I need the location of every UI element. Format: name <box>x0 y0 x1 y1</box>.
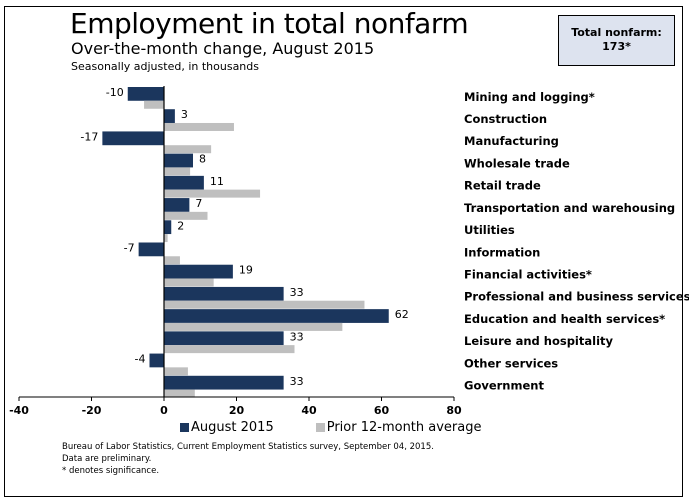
bar-prior <box>164 278 214 287</box>
data-label: 19 <box>239 264 253 277</box>
preliminary-note: Data are preliminary. <box>62 454 152 464</box>
bar-prior <box>164 345 295 354</box>
data-label: 33 <box>290 330 304 343</box>
bar-august <box>164 198 190 212</box>
chart-units-note: Seasonally adjusted, in thousands <box>71 60 259 73</box>
bar-august <box>164 220 172 235</box>
x-tick-label: 40 <box>301 404 317 417</box>
bar-prior <box>144 100 164 109</box>
bar-prior <box>164 211 208 220</box>
bar-prior <box>164 167 191 176</box>
data-label: -17 <box>80 130 98 143</box>
bar-prior <box>164 256 180 265</box>
category-label: Retail trade <box>464 179 541 193</box>
legend-item-prior: Prior 12-month average <box>315 420 482 435</box>
legend-label-prior: Prior 12-month average <box>326 420 482 435</box>
bar-prior <box>164 389 195 398</box>
category-label: Mining and logging* <box>464 90 595 104</box>
x-tick-label: -40 <box>9 404 29 417</box>
data-label: 3 <box>181 108 188 121</box>
bar-august <box>138 242 164 257</box>
bar-august <box>164 109 175 123</box>
x-tick-label: 0 <box>160 404 168 417</box>
x-tick-label: 20 <box>229 404 245 417</box>
legend: August 2015 Prior 12-month average <box>180 420 482 435</box>
bar-august <box>127 87 164 101</box>
data-label: -7 <box>124 242 135 255</box>
data-label: 11 <box>210 175 224 188</box>
category-label: Transportation and warehousing <box>464 201 675 215</box>
data-label: -10 <box>106 86 124 99</box>
bar-august <box>164 375 284 390</box>
bar-prior <box>164 189 261 198</box>
chart-title: Employment in total nonfarm <box>70 7 469 40</box>
bar-prior <box>164 145 212 154</box>
x-tick-label: -20 <box>82 404 102 417</box>
source-note: Bureau of Labor Statistics, Current Empl… <box>62 441 434 477</box>
data-label: 62 <box>395 308 409 321</box>
category-label: Manufacturing <box>464 134 559 148</box>
data-label: -4 <box>135 353 146 366</box>
total-nonfarm-value: 173* <box>602 40 631 53</box>
bar-prior <box>164 122 234 131</box>
bar-august <box>164 153 193 168</box>
chart-subtitle: Over-the-month change, August 2015 <box>71 39 375 58</box>
legend-item-august: August 2015 <box>180 420 274 435</box>
category-label: Utilities <box>464 223 515 237</box>
category-label: Professional and business services <box>464 290 689 304</box>
bar-prior <box>164 300 365 309</box>
source-line: Bureau of Labor Statistics, Current Empl… <box>62 442 434 452</box>
legend-swatch-prior <box>315 423 325 432</box>
bar-august <box>164 175 204 190</box>
bar-prior <box>164 322 343 331</box>
x-tick-label: 60 <box>374 404 390 417</box>
x-tick-label: 80 <box>446 404 462 417</box>
category-label: Education and health services* <box>464 312 665 326</box>
category-label: Leisure and hospitality <box>464 334 614 348</box>
data-label: 33 <box>290 286 304 299</box>
bar-august <box>164 286 284 301</box>
category-label: Financial activities* <box>464 267 592 281</box>
significance-note: * denotes significance. <box>62 466 160 476</box>
category-label: Government <box>464 379 544 393</box>
bar-prior <box>164 367 188 376</box>
bar-prior <box>164 234 168 243</box>
data-label: 8 <box>199 153 206 166</box>
category-label: Information <box>464 245 540 259</box>
bar-august <box>102 131 164 146</box>
legend-label-august: August 2015 <box>191 420 274 435</box>
data-label: 2 <box>177 219 184 232</box>
bar-august <box>164 264 233 279</box>
category-label: Construction <box>464 112 547 126</box>
category-label: Wholesale trade <box>464 156 570 170</box>
category-label: Other services <box>464 356 558 370</box>
legend-swatch-august <box>180 423 189 432</box>
data-label: 7 <box>195 197 202 210</box>
bar-august <box>164 331 284 346</box>
chart-frame <box>4 6 683 497</box>
bar-august <box>164 309 389 323</box>
data-label: 33 <box>290 375 304 388</box>
bar-august <box>149 353 164 368</box>
total-nonfarm-box: Total nonfarm: 173* <box>558 15 675 66</box>
total-nonfarm-label: Total nonfarm: <box>571 26 662 39</box>
